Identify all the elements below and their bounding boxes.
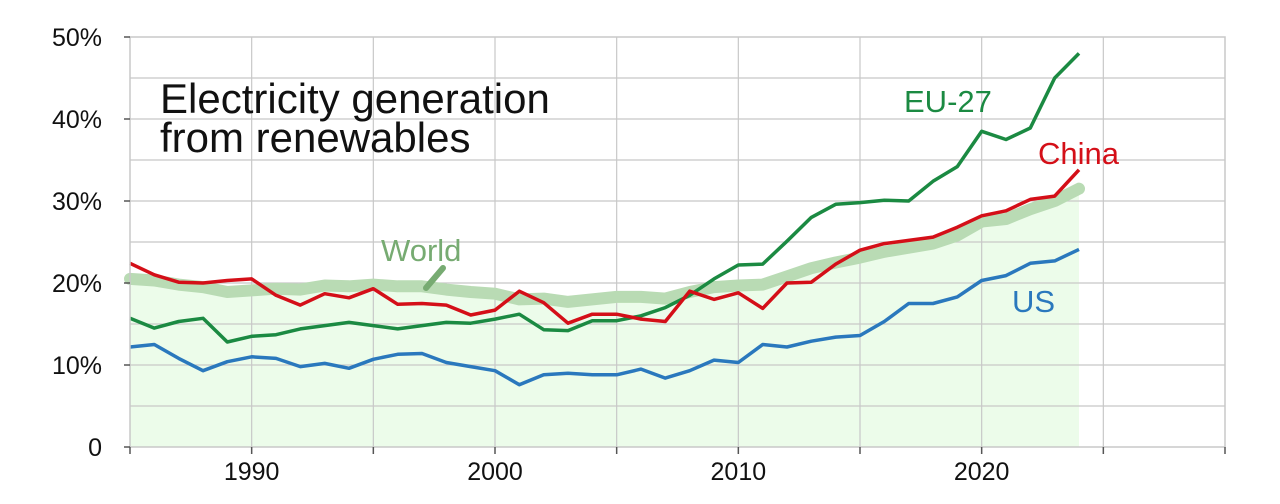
world-series-band — [124, 182, 1085, 308]
y-tick-label: 40% — [52, 106, 102, 134]
y-tick-label: 30% — [52, 188, 102, 216]
x-tick-label: 1990 — [224, 458, 280, 486]
y-tick-label: 10% — [52, 352, 102, 380]
eu-27-series-label: EU-27 — [904, 84, 992, 119]
world-area-fill — [130, 188, 1079, 447]
y-axis-ticks: 0 10% 20% 30% 40% 50% — [52, 24, 130, 462]
chart-title-line-2: from renewables — [160, 114, 470, 161]
world-series-label: World — [381, 233, 461, 268]
china-series-label: China — [1038, 136, 1120, 171]
x-tick-label: 2010 — [711, 458, 767, 486]
us-series-line — [129, 247, 1080, 387]
china-series-line — [129, 168, 1081, 325]
world-label-leader — [423, 265, 446, 291]
eu-27-series-line — [129, 52, 1081, 344]
y-tick-label: 50% — [52, 24, 102, 52]
y-tick-label: 20% — [52, 270, 102, 298]
x-tick-label: 2000 — [467, 458, 523, 486]
x-axis-ticks: 1990 2000 2010 2020 — [129, 447, 1226, 486]
us-series-label: US — [1012, 284, 1055, 319]
x-tick-label: 2020 — [954, 458, 1010, 486]
y-tick-label: 0 — [88, 434, 102, 462]
plot-frame — [129, 36, 1226, 448]
chart-title-line-1: Electricity generation — [160, 75, 550, 122]
